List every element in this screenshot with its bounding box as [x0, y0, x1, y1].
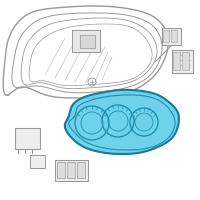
Polygon shape	[65, 90, 179, 154]
Polygon shape	[80, 35, 95, 48]
FancyBboxPatch shape	[77, 162, 85, 178]
FancyBboxPatch shape	[14, 128, 40, 148]
FancyBboxPatch shape	[173, 52, 180, 70]
FancyBboxPatch shape	[163, 30, 169, 42]
FancyBboxPatch shape	[171, 30, 177, 42]
FancyBboxPatch shape	[30, 154, 44, 168]
FancyBboxPatch shape	[54, 160, 88, 180]
FancyBboxPatch shape	[172, 49, 192, 72]
Polygon shape	[72, 30, 100, 52]
FancyBboxPatch shape	[67, 162, 75, 178]
FancyBboxPatch shape	[182, 52, 189, 70]
FancyBboxPatch shape	[162, 27, 180, 45]
FancyBboxPatch shape	[57, 162, 65, 178]
